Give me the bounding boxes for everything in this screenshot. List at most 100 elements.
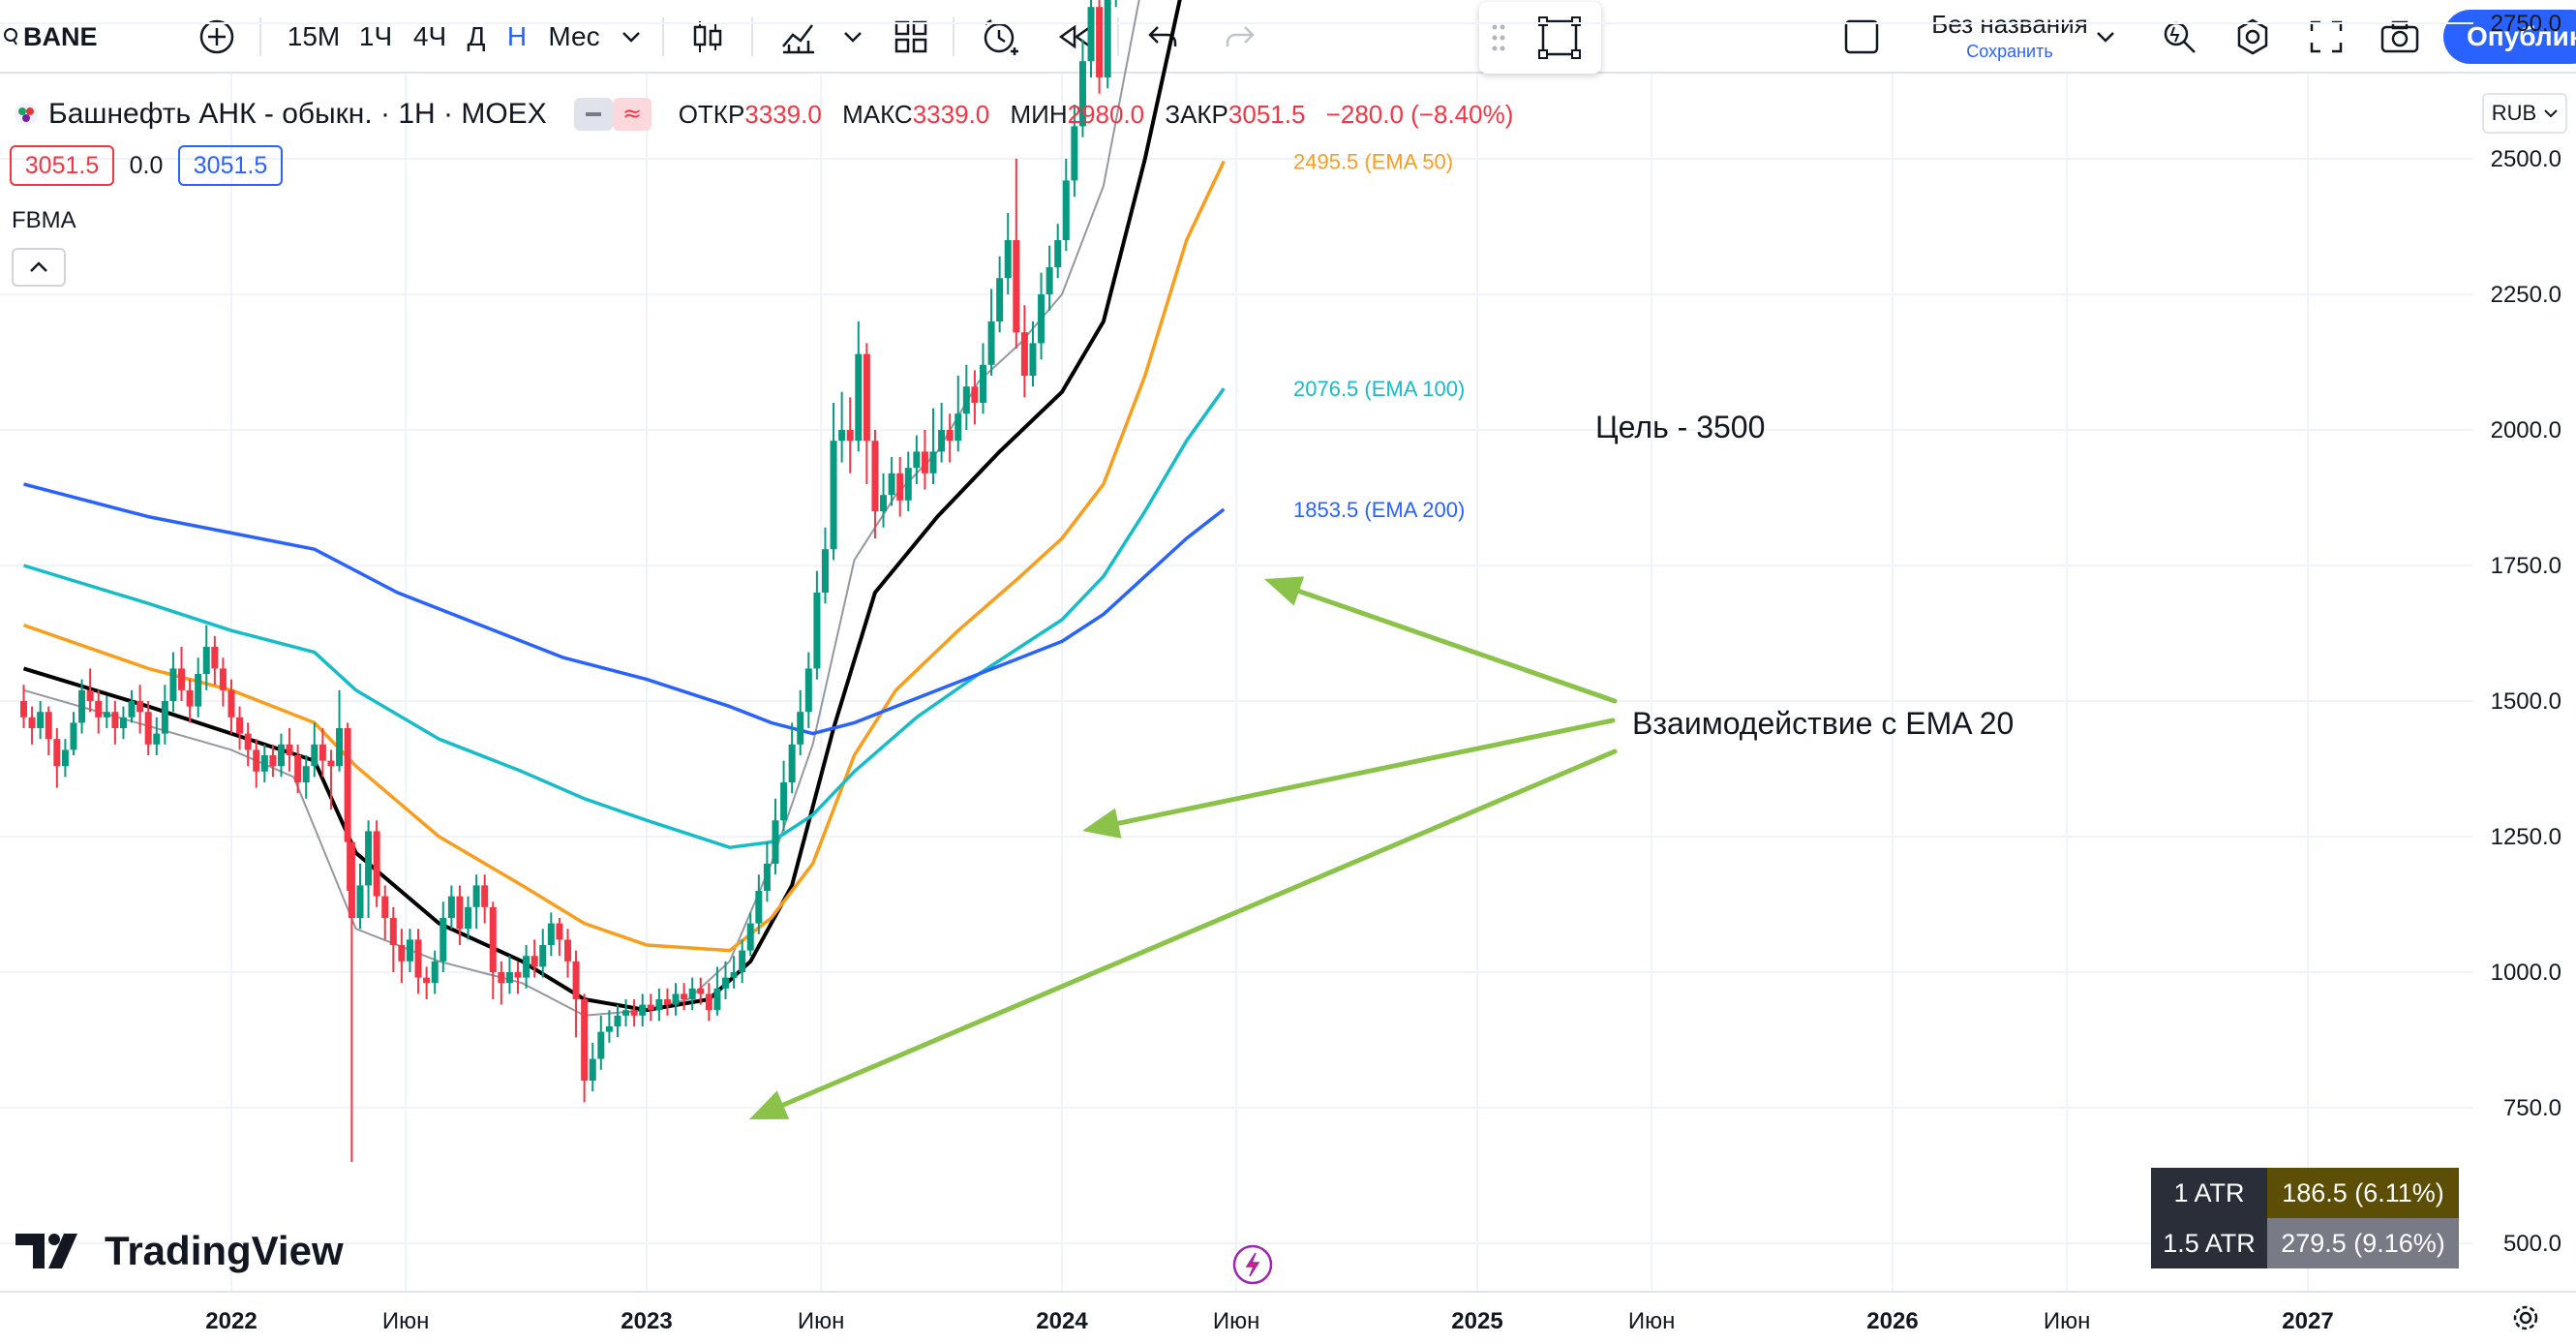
x-tick-label: 2025 — [1451, 1308, 1502, 1334]
candle-body — [713, 988, 721, 1011]
interval-month[interactable]: Мес — [548, 21, 600, 51]
candle-body — [681, 993, 688, 999]
candle-body — [1046, 267, 1053, 294]
candle-body — [447, 896, 455, 918]
interval-week[interactable]: Н — [506, 21, 528, 51]
rectangle-tool-icon[interactable] — [1537, 15, 1582, 65]
indicators-chevron-down-icon[interactable] — [838, 0, 867, 74]
tradingview-logo[interactable]: TradingView — [15, 1224, 344, 1278]
atr-row-1: 1 ATR 186.5 (6.11%) — [2151, 1168, 2459, 1218]
target-label[interactable]: Цель - 3500 — [1595, 410, 1765, 444]
currency-selector[interactable]: RUB — [2482, 93, 2567, 134]
candle-body — [505, 972, 513, 984]
candle-body — [913, 451, 921, 469]
tradingview-logo-icon — [15, 1234, 77, 1268]
x-tick-label: Июн — [382, 1308, 430, 1334]
ema-lines — [22, 0, 1226, 1017]
indicator-name[interactable]: FBMA — [12, 207, 76, 233]
interval-day[interactable]: Д — [467, 21, 486, 51]
settings-gear-icon[interactable] — [2509, 1301, 2542, 1339]
bid-price-box[interactable]: 3051.5 — [10, 145, 114, 186]
x-tick-label: 2022 — [205, 1308, 257, 1334]
y-tick-label: 2000.0 — [2491, 417, 2561, 443]
symbol-search-button[interactable]: BANE — [23, 21, 98, 51]
price-axis: 500.0 750.0 1000.0 1250.0 1500.0 1750.0 2000.0… — [2473, 11, 2576, 1292]
candle-body — [406, 939, 413, 962]
interaction-label[interactable]: Взаимодействие с EMA 20 — [1632, 706, 2014, 741]
candle-body — [597, 1031, 605, 1059]
drag-handle-icon[interactable] — [1491, 23, 1506, 57]
candle-body — [572, 961, 580, 999]
ema-line-ema10 — [23, 0, 1140, 1017]
candle-body — [489, 906, 497, 972]
candle-body — [763, 864, 771, 891]
candle-body — [979, 364, 986, 403]
ask-price-box[interactable]: 3051.5 — [178, 145, 283, 186]
candle-body — [938, 430, 946, 452]
settings-gear-icon[interactable] — [2228, 0, 2277, 74]
indicators-icon[interactable] — [774, 0, 823, 74]
annotation-arrow[interactable] — [1264, 576, 1618, 704]
collapse-legend-chevron-up-icon[interactable] — [12, 248, 66, 287]
candle-body — [663, 999, 671, 1005]
publish-button[interactable]: Опублико — [2443, 10, 2576, 64]
candle-body — [813, 593, 821, 669]
candle-body — [1013, 240, 1020, 333]
candle-body — [195, 674, 202, 707]
candles-icon[interactable] — [683, 0, 732, 74]
interval-dropdown-chevron-down-icon[interactable] — [616, 0, 647, 74]
y-tick-label: 1000.0 — [2491, 960, 2561, 986]
candle-body — [904, 468, 912, 501]
candle-body — [672, 993, 680, 1005]
atr-label: 1 ATR — [2151, 1168, 2267, 1218]
interval-15m[interactable]: 15М — [287, 21, 341, 51]
candle-body — [95, 701, 103, 718]
legend-toggle-icon[interactable]: ≈ — [573, 98, 652, 131]
candle-body — [423, 977, 431, 984]
candle-body — [161, 701, 168, 734]
ohlc-values: ОТКР3339.0 МАКС3339.0 МИН2980.0 ЗАКР3051… — [679, 100, 1528, 130]
candle-body — [996, 278, 1004, 321]
candle-body — [614, 1015, 621, 1026]
candle-body — [688, 988, 696, 999]
candle-body — [1096, 7, 1104, 78]
candle-body — [53, 739, 61, 767]
high-value: 3339.0 — [912, 99, 990, 129]
save-link[interactable]: Сохранить — [1966, 42, 2053, 61]
layout-checkbox-icon[interactable] — [1839, 0, 1884, 74]
y-tick-label: 1500.0 — [2491, 688, 2561, 715]
candle-body — [788, 744, 796, 782]
interval-4h[interactable]: 4Ч — [412, 21, 447, 51]
add-symbol-icon[interactable] — [194, 0, 240, 74]
candle-body — [456, 896, 464, 930]
candle-body — [414, 939, 422, 978]
candle-body — [622, 1010, 630, 1016]
candle-body — [722, 977, 730, 989]
layout-chevron-down-icon[interactable] — [2091, 0, 2120, 74]
candle-body — [111, 712, 119, 728]
annotation-arrow[interactable] — [749, 748, 1618, 1119]
annotation-arrow[interactable] — [1082, 718, 1616, 839]
lightning-events-icon[interactable] — [1231, 1243, 1274, 1291]
candle-body — [119, 717, 127, 728]
candle-body — [28, 717, 36, 728]
candle-body — [253, 749, 260, 772]
candle-body — [260, 755, 268, 772]
top-toolbar: BANE 15М 1Ч 4Ч Д Н Мес Без названия Сохр — [0, 0, 2576, 74]
candle-body — [294, 755, 302, 782]
ema-label: 1853.5 (EMA 200) — [1293, 498, 1465, 522]
open-label: ОТКР — [678, 99, 745, 129]
candle-body — [514, 972, 522, 978]
candle-body — [581, 999, 589, 1081]
candle-body — [103, 712, 110, 718]
candle-body — [730, 972, 738, 978]
candle-body — [20, 701, 27, 718]
series-title[interactable]: Башнефть АНК - обыкн. · 1Н · MOEX — [48, 98, 547, 130]
candle-body — [186, 689, 194, 707]
candle-body — [236, 717, 244, 734]
interval-1h[interactable]: 1Ч — [358, 21, 393, 51]
candle-body — [987, 321, 995, 365]
candle-body — [539, 945, 547, 967]
candle-body — [318, 744, 326, 761]
